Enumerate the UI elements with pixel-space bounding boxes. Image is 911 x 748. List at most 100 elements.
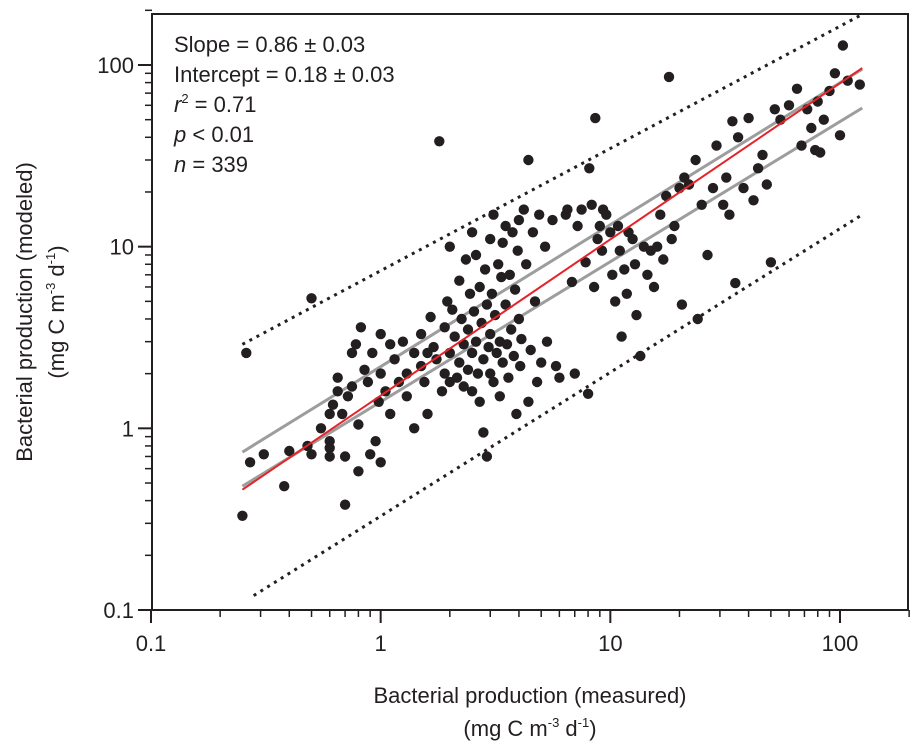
data-point	[523, 154, 534, 166]
data-point	[541, 336, 553, 347]
data-point	[342, 391, 354, 402]
y-tick-label: 0.1	[103, 598, 134, 623]
stat-r2: r2 = 0.71	[174, 91, 256, 117]
x-tick-label: 10	[598, 631, 622, 656]
data-point	[506, 324, 517, 335]
y-tick-label: 100	[97, 53, 134, 78]
data-point	[485, 328, 496, 340]
points-layer	[237, 40, 865, 521]
data-point	[513, 313, 525, 325]
data-point	[605, 227, 616, 238]
data-point	[576, 204, 587, 215]
data-point	[791, 83, 803, 95]
data-point	[515, 360, 526, 372]
data-point	[539, 241, 551, 252]
data-point	[370, 436, 381, 447]
data-point	[409, 423, 420, 434]
stats-annotation: Slope = 0.86 ± 0.03 Intercept = 0.18 ± 0…	[173, 32, 395, 177]
data-point	[306, 449, 317, 460]
data-point	[466, 227, 478, 238]
data-point	[485, 368, 496, 379]
data-point	[428, 341, 439, 353]
data-point	[690, 154, 701, 166]
data-point	[842, 75, 853, 86]
x-axis-title: Bacterial production (measured)	[373, 683, 686, 708]
data-point	[692, 313, 703, 325]
data-point	[529, 296, 541, 307]
data-point	[658, 254, 669, 265]
data-point	[442, 296, 453, 307]
data-point	[375, 328, 386, 340]
data-point	[339, 451, 351, 462]
data-point	[655, 209, 666, 220]
data-point	[592, 233, 603, 245]
data-point	[711, 140, 722, 151]
data-point	[752, 163, 764, 174]
data-point	[566, 276, 578, 288]
data-point	[727, 116, 738, 127]
stat-intercept: Intercept = 0.18 ± 0.03	[174, 62, 395, 87]
data-point	[507, 227, 518, 238]
data-point	[554, 372, 565, 383]
data-point	[663, 71, 675, 83]
x-axis-units: (mg C m-3 d-1)	[463, 715, 596, 741]
data-point	[614, 245, 625, 256]
data-point	[521, 259, 532, 270]
data-point	[513, 214, 525, 226]
x-axis-ticks: 0.1 1 10 100	[136, 610, 910, 656]
data-point	[353, 466, 364, 477]
data-point	[748, 195, 759, 206]
data-point	[509, 284, 521, 295]
data-point	[444, 241, 455, 252]
data-point	[610, 296, 621, 307]
data-point	[494, 391, 505, 402]
data-point	[497, 357, 508, 368]
data-point	[488, 376, 499, 388]
data-point	[306, 293, 317, 304]
data-point	[353, 419, 364, 430]
data-point	[652, 241, 663, 252]
data-point	[586, 199, 597, 210]
data-point	[547, 214, 558, 226]
data-point	[508, 350, 519, 362]
y-axis-title: Bacterial production (modeled)	[12, 162, 37, 462]
stat-p: p < 0.01	[173, 122, 254, 147]
data-point	[562, 204, 573, 215]
data-point	[536, 357, 547, 368]
data-point	[362, 376, 374, 388]
data-point	[621, 288, 632, 299]
data-point	[500, 299, 511, 310]
data-point	[478, 354, 489, 365]
data-point	[732, 132, 744, 143]
data-point	[601, 209, 612, 220]
data-point	[721, 172, 732, 183]
data-point	[627, 233, 638, 245]
stat-n: n = 339	[174, 152, 248, 177]
stat-slope: Slope = 0.86 ± 0.03	[174, 32, 365, 57]
data-point	[635, 350, 646, 362]
data-point	[534, 209, 545, 220]
data-point	[375, 368, 386, 379]
data-point	[616, 331, 627, 342]
data-point	[584, 163, 595, 174]
data-point	[425, 311, 436, 323]
data-point	[500, 220, 511, 232]
x-tick-label: 1	[375, 631, 387, 656]
data-point	[612, 220, 624, 232]
data-point	[489, 309, 501, 321]
data-point	[815, 147, 826, 158]
data-point	[279, 481, 290, 492]
data-point	[569, 368, 580, 379]
data-point	[761, 179, 772, 190]
data-point	[458, 381, 469, 392]
data-point	[491, 347, 502, 359]
data-point	[818, 114, 829, 125]
data-point	[503, 372, 514, 383]
data-point	[397, 336, 409, 347]
data-point	[284, 445, 295, 457]
data-point	[237, 510, 248, 521]
x-tick-label: 0.1	[136, 631, 167, 656]
data-point	[501, 339, 513, 350]
confidence-band-upper	[241, 67, 864, 454]
data-point	[385, 408, 396, 420]
